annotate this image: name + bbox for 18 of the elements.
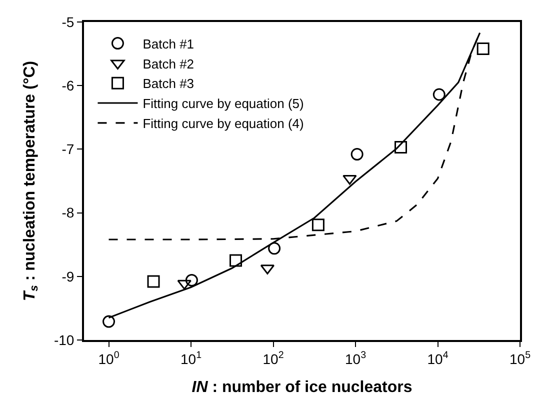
legend-label: Batch #3 [142,76,194,92]
legend-label: Fitting curve by equation (5) [142,96,304,112]
legend-label: Batch #1 [142,36,194,52]
x-tick-label: 10$^{4}$ [427,350,449,367]
x-tick-label: 10$^{2}$ [262,350,284,367]
legend-label: Fitting curve by equation (4) [142,116,304,131]
y-tick-label: -6 [62,78,74,94]
y-tick-label: -9 [62,268,74,284]
legend-label: Batch #2 [142,56,194,72]
y-tick-label: -10 [54,332,74,348]
x-tick-label: 10$^{3}$ [344,350,367,367]
x-tick-label: 10$^{0}$ [98,350,120,367]
x-axis-title: IN : number of ice nucleators [192,379,412,396]
y-tick-label: -5 [62,14,74,30]
y-tick-label: -7 [62,141,74,158]
y-tick-label: -8 [62,204,74,221]
x-tick-label: 10$^{1}$ [180,350,202,367]
x-tick-label: 10$^{5}$ [509,350,532,367]
